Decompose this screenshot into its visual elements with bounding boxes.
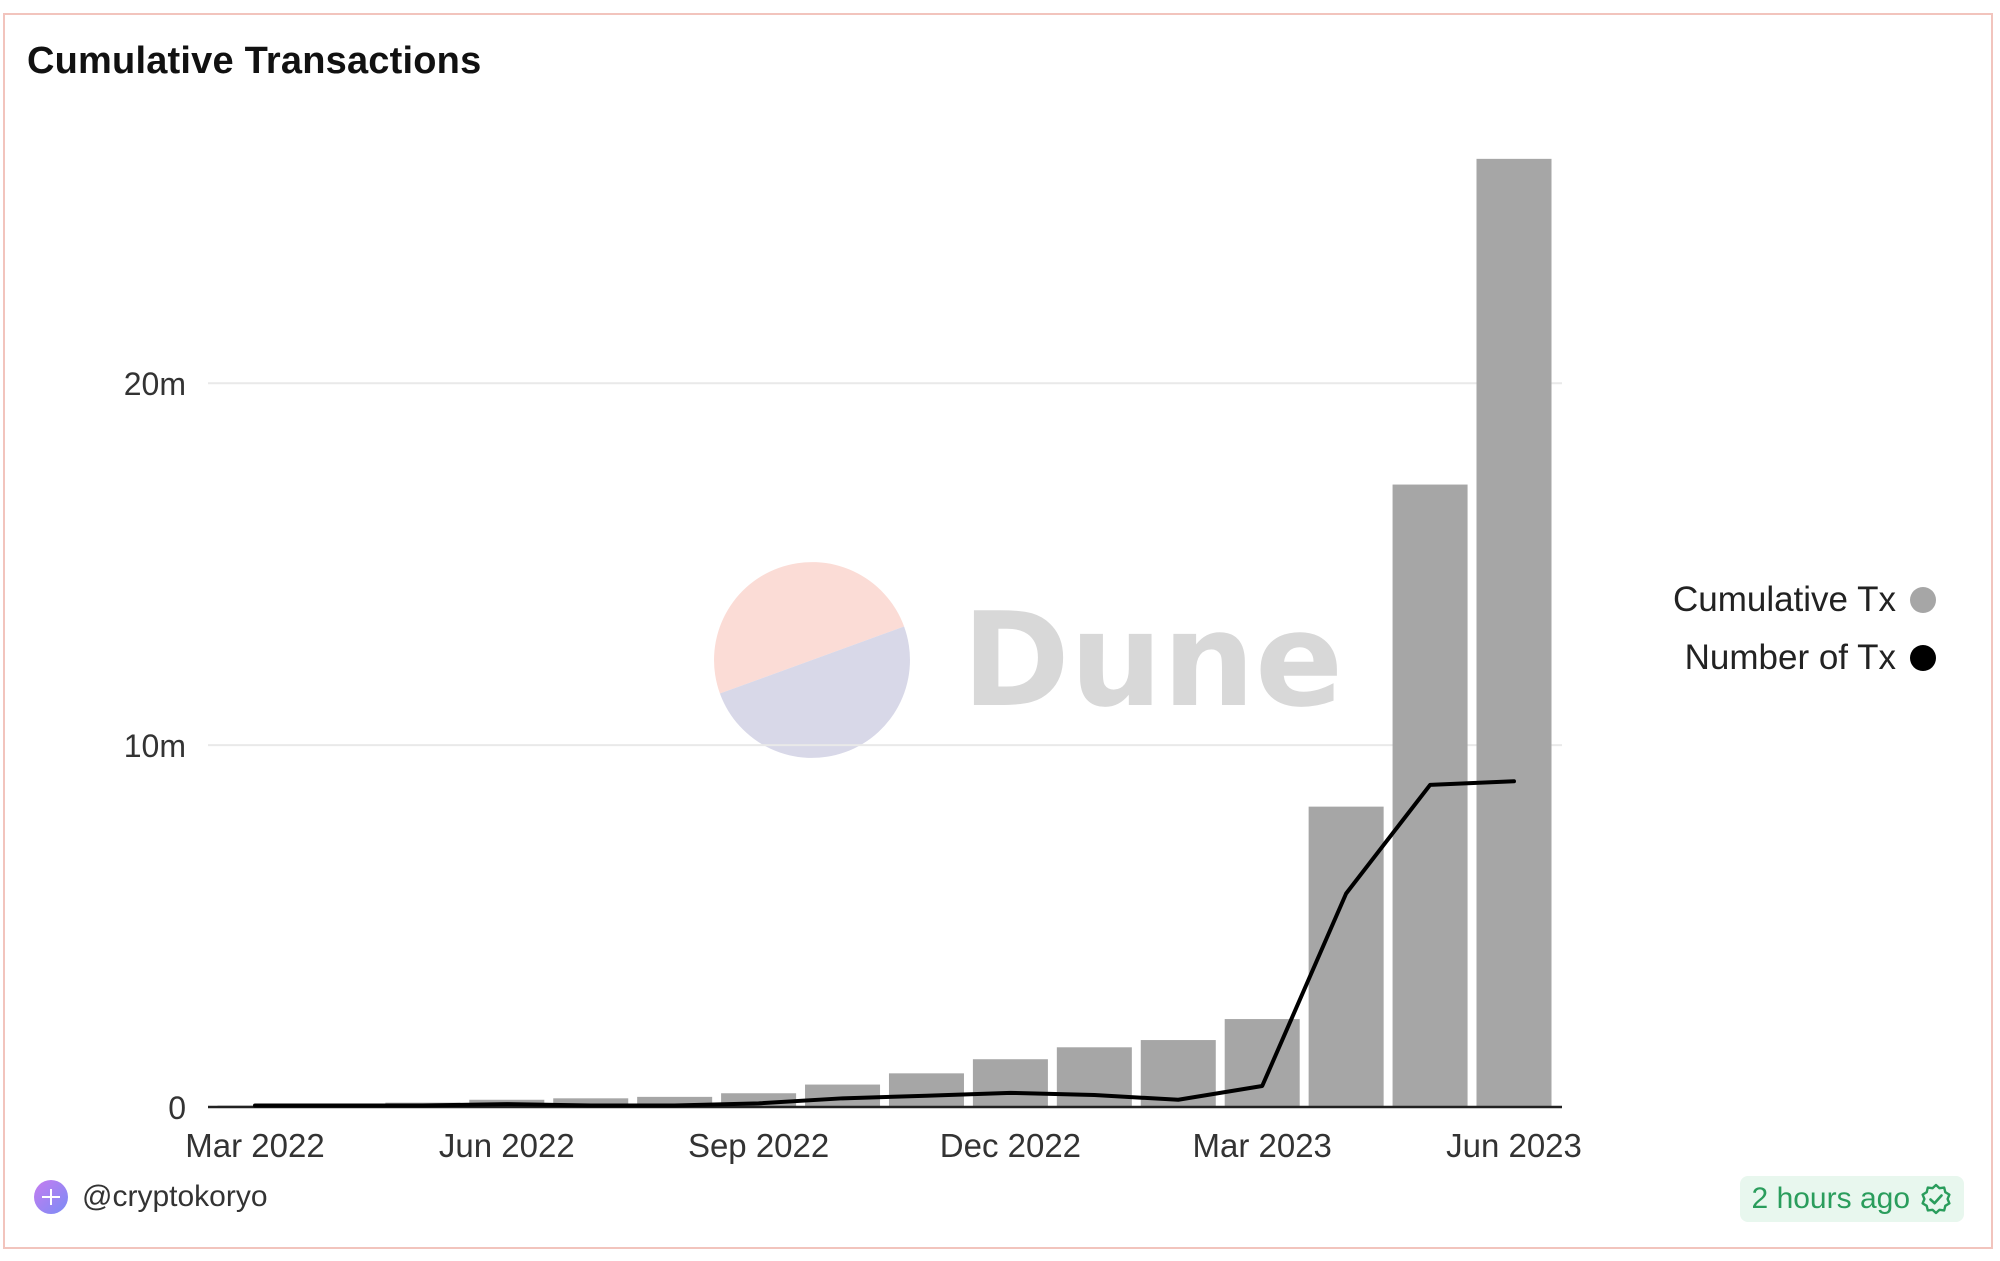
bar[interactable] (637, 1096, 713, 1107)
chart-card (3, 13, 1993, 1249)
avatar-icon (34, 1180, 68, 1214)
updated-text: 2 hours ago (1751, 1182, 1910, 1215)
y-axis-labels: 0 10m 20m (124, 366, 186, 1126)
grid-lines (208, 382, 1562, 747)
bar[interactable] (972, 1059, 1048, 1107)
legend-label-cumulative-tx: Cumulative Tx (1672, 580, 1896, 619)
line-series-number-of-tx (253, 779, 1516, 1108)
watermark-logo-top (714, 562, 905, 694)
chart-title: Cumulative Transactions (27, 40, 482, 82)
y-tick-label: 0 (168, 1090, 186, 1126)
watermark-text: Dune (962, 584, 1343, 736)
line-number-of-tx[interactable] (253, 779, 1516, 1108)
bar[interactable] (1392, 484, 1468, 1108)
watermark-logo-bottom (719, 626, 910, 758)
bar-series-cumulative-tx (217, 158, 1552, 1108)
x-tick-label: Dec 2022 (940, 1127, 1081, 1164)
bar[interactable] (553, 1098, 629, 1107)
author-link[interactable]: @cryptokoryo (34, 1180, 268, 1214)
x-tick-label: Mar 2023 (1192, 1127, 1331, 1164)
updated-badge: 2 hours ago (1739, 1176, 1964, 1222)
bar[interactable] (1476, 158, 1552, 1108)
author-name: @cryptokoryo (82, 1180, 268, 1213)
bar[interactable] (888, 1073, 964, 1107)
bar[interactable] (1308, 806, 1384, 1107)
y-tick-label: 10m (124, 728, 186, 764)
x-tick-label: Jun 2022 (439, 1127, 575, 1164)
x-tick-label: Mar 2022 (185, 1127, 324, 1164)
bar[interactable] (1224, 1019, 1300, 1107)
legend: Cumulative Tx Number of Tx (1673, 580, 1936, 678)
legend-label-number-of-tx: Number of Tx (1684, 638, 1896, 677)
x-tick-label: Sep 2022 (688, 1127, 829, 1164)
x-axis-labels: Mar 2022 Jun 2022 Sep 2022 Dec 2022 Mar 2023… (185, 1127, 1582, 1164)
dune-watermark: Dune (714, 562, 1343, 758)
x-tick-label: Jun 2023 (1446, 1127, 1582, 1164)
y-tick-label: 20m (124, 366, 186, 402)
legend-dot-icon (1910, 587, 1936, 613)
legend-item-number-of-tx[interactable]: Number of Tx (1685, 638, 1936, 678)
legend-dot-icon (1910, 645, 1936, 671)
verified-check-icon (1920, 1183, 1952, 1215)
legend-item-cumulative-tx[interactable]: Cumulative Tx (1673, 580, 1936, 620)
